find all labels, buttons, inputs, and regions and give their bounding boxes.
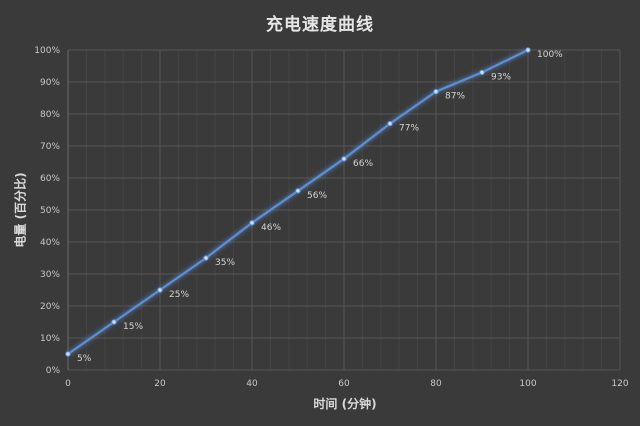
- y-tick-label: 50%: [40, 206, 60, 216]
- data-point: [157, 287, 163, 293]
- data-point: [341, 156, 347, 162]
- data-label: 5%: [77, 354, 92, 364]
- y-tick-label: 80%: [40, 110, 60, 120]
- data-label: 56%: [307, 191, 327, 201]
- x-tick-label: 20: [154, 379, 166, 389]
- y-tick-label: 40%: [40, 238, 60, 248]
- y-tick-label: 20%: [40, 302, 60, 312]
- x-tick-label: 40: [246, 379, 258, 389]
- data-point: [65, 351, 71, 357]
- data-point: [479, 69, 485, 76]
- y-tick-label: 30%: [40, 270, 60, 280]
- y-tick-label: 60%: [40, 174, 60, 184]
- x-tick-label: 60: [338, 379, 350, 389]
- x-tick-label: 100: [519, 379, 536, 389]
- y-tick-label: 0%: [46, 366, 61, 376]
- data-point: [111, 319, 117, 325]
- data-label: 87%: [445, 92, 465, 102]
- data-label: 25%: [169, 290, 189, 300]
- gridlines: [67, 49, 621, 371]
- data-point: [295, 188, 301, 194]
- y-tick-label: 100%: [34, 46, 60, 56]
- axis-ticks: 0 20 40 60 80 100 120 0% 10% 20% 30% 40% 50% 60% 70% 80…: [34, 46, 629, 389]
- y-tick-label: 70%: [40, 142, 60, 152]
- data-point: [387, 120, 393, 127]
- data-label: 66%: [353, 159, 373, 169]
- data-label: 35%: [215, 258, 235, 268]
- data-point: [203, 255, 209, 261]
- chart-title: 充电速度曲线: [266, 15, 374, 35]
- data-series: 5% 15% 25% 35% 46% 56% 66% 77% 87% 93% 100%: [65, 47, 563, 364]
- y-tick-label: 10%: [40, 334, 60, 344]
- x-tick-label: 0: [65, 379, 71, 389]
- data-label: 15%: [123, 322, 143, 332]
- data-label: 77%: [399, 124, 419, 134]
- data-point: [249, 220, 255, 226]
- x-axis-label: 时间 (分钟): [313, 397, 377, 411]
- data-point: [433, 88, 439, 95]
- data-label: 46%: [261, 223, 281, 233]
- data-label: 93%: [491, 72, 511, 82]
- y-tick-label: 90%: [40, 78, 60, 88]
- data-point: [525, 47, 531, 53]
- x-tick-label: 120: [611, 379, 628, 389]
- x-tick-label: 80: [430, 379, 442, 389]
- data-label: 100%: [537, 50, 563, 60]
